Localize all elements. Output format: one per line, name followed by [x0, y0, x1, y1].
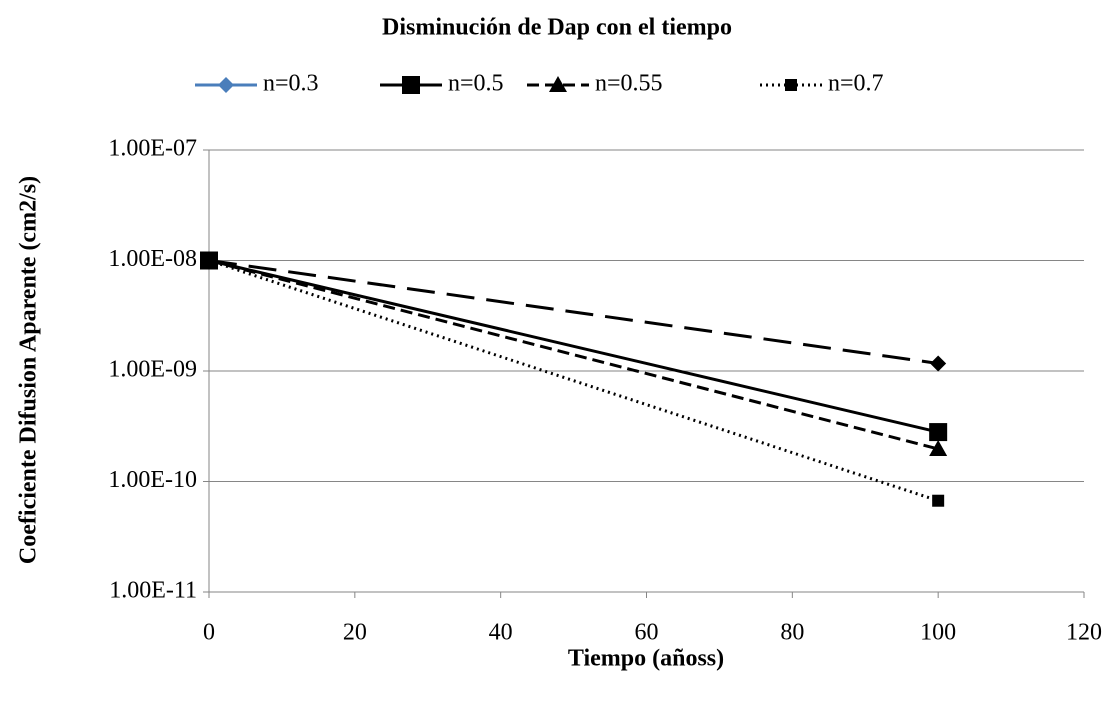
series-line [208, 259, 939, 365]
legend-marker [549, 76, 567, 92]
series-line [208, 259, 939, 503]
x-tick-label: 80 [780, 620, 804, 646]
legend-marker [785, 79, 797, 91]
x-tick-label: 120 [1066, 620, 1102, 646]
y-axis-title: Coeficiente Difusion Aparente (cm2/s) [16, 176, 42, 564]
chart-title: Disminución de Dap con el tiempo [382, 15, 732, 41]
series-line [208, 259, 939, 451]
y-tick-label: 1.00E-10 [108, 467, 197, 493]
marker [930, 355, 947, 372]
marker [203, 254, 215, 267]
legend-marker [218, 77, 234, 93]
x-tick-label: 20 [343, 620, 367, 646]
y-tick-label: 1.00E-11 [109, 578, 197, 604]
y-tick-label: 1.00E-07 [108, 136, 197, 162]
x-tick-label: 40 [489, 620, 513, 646]
legend-label: n=0.7 [828, 71, 884, 97]
y-tick-label: 1.00E-08 [108, 246, 197, 272]
x-tick-label: 60 [635, 620, 659, 646]
legend-label: n=0.5 [448, 71, 504, 97]
legend-label: n=0.3 [263, 71, 319, 97]
x-tick-label: 100 [920, 620, 956, 646]
legend-label: n=0.55 [595, 71, 663, 97]
x-tick-label: 0 [203, 620, 215, 646]
legend-marker [402, 76, 420, 94]
marker [929, 423, 948, 442]
x-axis-title: Tiempo (añoss) [568, 646, 724, 672]
y-tick-label: 1.00E-09 [108, 357, 197, 383]
marker [929, 439, 948, 456]
series-line [208, 259, 939, 434]
marker [932, 494, 945, 507]
